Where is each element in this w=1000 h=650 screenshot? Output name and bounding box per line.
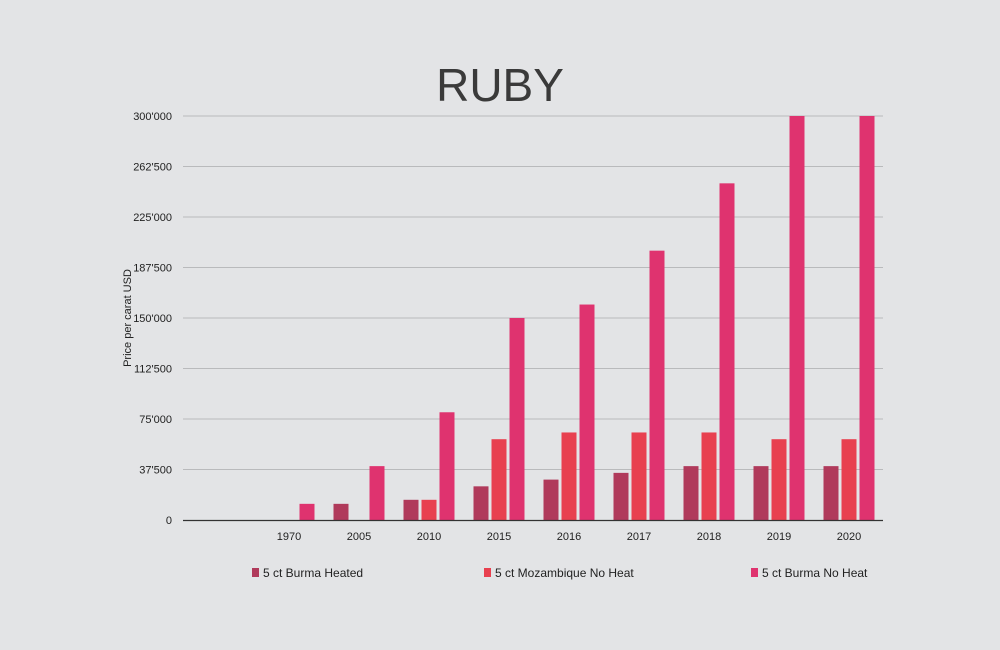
y-tick-label: 187'500 [133, 263, 172, 275]
bar [403, 499, 419, 520]
x-tick-label: 1970 [277, 531, 301, 543]
y-axis-label: Price per carat USD [122, 269, 134, 367]
legend-swatch [252, 568, 259, 577]
bar [771, 439, 787, 520]
bar [473, 486, 489, 520]
y-tick-label: 37'500 [139, 465, 172, 477]
bar [859, 116, 875, 520]
bar [491, 439, 507, 520]
y-tick-label: 75'000 [139, 414, 172, 426]
x-tick-label: 2017 [627, 531, 651, 543]
bar [823, 466, 839, 520]
x-tick-label: 2019 [767, 531, 791, 543]
x-tick-label: 2016 [557, 531, 581, 543]
chart-title: RUBY [436, 59, 564, 111]
bar [683, 466, 699, 520]
y-tick-label: 150'000 [133, 313, 172, 325]
bars [299, 116, 875, 521]
legend-label: 5 ct Burma Heated [263, 566, 363, 580]
legend-item: 5 ct Burma Heated [252, 566, 363, 580]
bar [369, 466, 385, 520]
x-tick-label: 2005 [347, 531, 371, 543]
bar [649, 250, 665, 520]
legend: 5 ct Burma Heated 5 ct Mozambique No Heat… [252, 566, 868, 580]
y-axis-ticks: 0 37'500 75'000 112'500 150'000 187'500 225'00… [133, 111, 172, 527]
bar [561, 432, 577, 520]
y-tick-label: 0 [166, 515, 172, 527]
y-tick-label: 112'500 [134, 364, 172, 376]
bar [631, 432, 647, 520]
x-tick-label: 2010 [417, 531, 441, 543]
legend-label: 5 ct Burma No Heat [762, 566, 868, 580]
gridlines [183, 115, 883, 470]
legend-swatch [751, 568, 758, 577]
x-tick-label: 2015 [487, 531, 511, 543]
x-tick-label: 2018 [697, 531, 721, 543]
bar [579, 304, 595, 520]
bar [753, 466, 769, 520]
bar [439, 412, 455, 520]
y-tick-label: 300'000 [133, 111, 172, 123]
bar [719, 183, 735, 521]
bar [299, 503, 315, 520]
bar [543, 479, 559, 520]
bar [509, 318, 525, 520]
y-tick-label: 225'000 [133, 212, 172, 224]
x-tick-label: 2020 [837, 531, 861, 543]
legend-item: 5 ct Mozambique No Heat [484, 566, 634, 580]
legend-item: 5 ct Burma No Heat [751, 566, 868, 580]
legend-label: 5 ct Mozambique No Heat [495, 566, 634, 580]
bar [701, 432, 717, 520]
y-tick-label: 262'500 [133, 162, 172, 174]
x-axis-ticks: 1970 2005 2010 2015 2016 2017 2018 2019 2020 [277, 531, 861, 543]
bar [421, 499, 437, 520]
bar [841, 439, 857, 520]
bar [789, 116, 805, 520]
legend-swatch [484, 568, 491, 577]
bar [333, 503, 349, 520]
bar [613, 472, 629, 520]
